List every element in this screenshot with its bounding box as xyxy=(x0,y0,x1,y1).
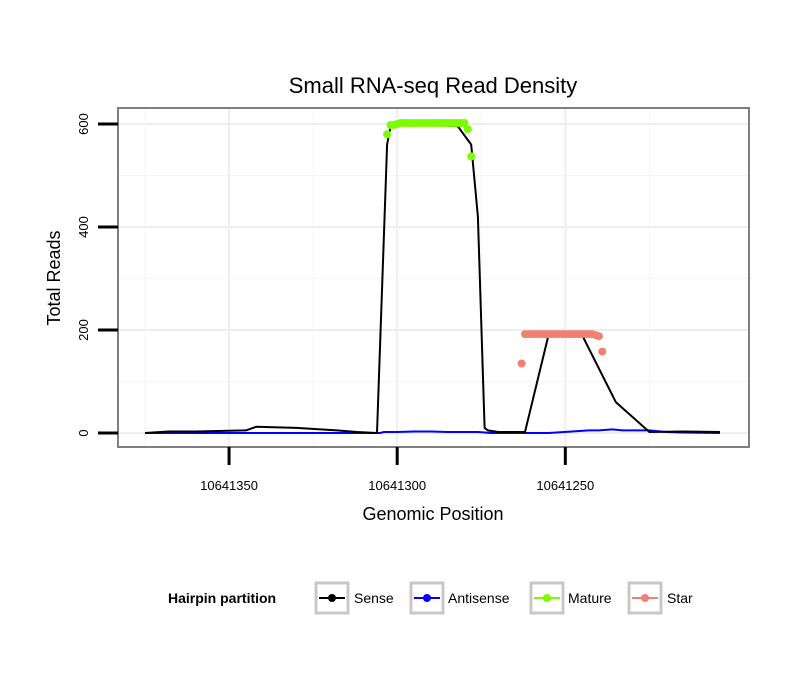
legend-key-point xyxy=(328,594,336,602)
legend-item-sense: Sense xyxy=(314,581,394,615)
data-point-mature xyxy=(463,125,472,134)
y-axis-title: Total Reads xyxy=(44,230,64,325)
plot-panel xyxy=(117,107,750,448)
series-star xyxy=(517,330,607,368)
series-mature xyxy=(383,119,476,161)
legend-item-star: Star xyxy=(627,581,693,615)
legend-item-antisense: Antisense xyxy=(409,581,510,615)
series-layer xyxy=(144,119,721,434)
legend-item-mature: Mature xyxy=(529,581,612,615)
y-tick-label: 600 xyxy=(76,113,91,135)
data-point-star xyxy=(598,347,607,356)
legend-title: Hairpin partition xyxy=(168,590,276,606)
legend-key-point xyxy=(543,594,551,602)
y-tick-label: 200 xyxy=(76,319,91,341)
legend-label: Sense xyxy=(354,590,394,606)
series-antisense xyxy=(145,428,721,434)
legend-key-point xyxy=(641,594,649,602)
legend-label: Star xyxy=(667,590,693,606)
axes: 0 200 400 600 10641350 10641300 10641250 xyxy=(76,113,594,493)
x-axis-title: Genomic Position xyxy=(362,504,503,524)
series-line-antisense xyxy=(145,428,721,434)
grid xyxy=(118,108,749,447)
data-point-mature xyxy=(383,130,392,139)
legend-key-point xyxy=(423,594,431,602)
y-tick-label: 0 xyxy=(76,429,91,436)
legend: Hairpin partition Sense Antisense Mature St… xyxy=(168,581,693,615)
chart-title: Small RNA-seq Read Density xyxy=(289,73,578,98)
y-tick-label: 400 xyxy=(76,216,91,238)
data-point-mature xyxy=(467,152,476,161)
data-point-star xyxy=(594,332,603,341)
legend-label: Antisense xyxy=(448,590,510,606)
legend-label: Mature xyxy=(568,590,612,606)
x-tick-label: 10641250 xyxy=(536,478,594,493)
x-tick-label: 10641350 xyxy=(200,478,258,493)
data-point-star xyxy=(517,359,526,368)
x-tick-label: 10641300 xyxy=(368,478,426,493)
data-point-mature xyxy=(460,119,469,127)
